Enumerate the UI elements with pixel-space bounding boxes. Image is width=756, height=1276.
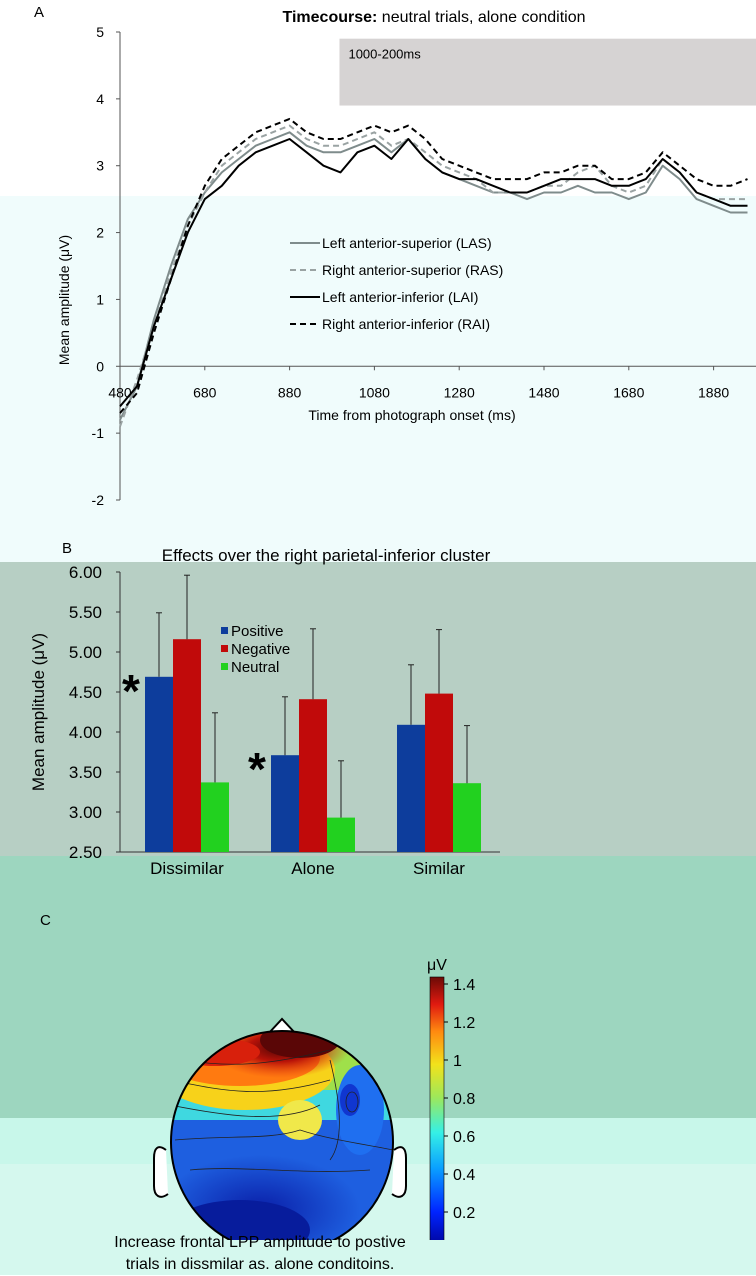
caption-line-1: Increase frontal LPP amplitude to postiv… xyxy=(114,1234,406,1251)
category-label: Dissimilar xyxy=(150,859,224,878)
panel-a-background xyxy=(0,196,756,562)
legend-label: Negative xyxy=(231,641,290,658)
bar xyxy=(425,693,453,852)
caption: Increase frontal LPP amplitude to postiv… xyxy=(0,1232,520,1276)
x-tick-label: 680 xyxy=(193,384,217,400)
colorbar xyxy=(429,976,445,1240)
significance-asterisk: * xyxy=(122,665,140,717)
bar xyxy=(173,639,201,852)
panel-b-letter: B xyxy=(62,540,73,557)
y-tick-label: 5.00 xyxy=(69,643,102,662)
colorbar-unit: μV xyxy=(427,957,447,974)
legend-label: Positive xyxy=(231,623,284,640)
y-tick-label: 4 xyxy=(96,91,104,107)
bar xyxy=(397,724,425,852)
bar xyxy=(271,755,299,852)
x-tick-label: 1480 xyxy=(528,384,559,400)
timecourse-title: Timecourse: neutral trials, alone condit… xyxy=(283,9,586,26)
panel-c-background xyxy=(0,856,756,1118)
bar xyxy=(145,676,173,852)
colorbar-tick-label: 0.6 xyxy=(453,1129,475,1146)
x-tick-label: 480 xyxy=(108,384,132,400)
y-tick-label: 2.50 xyxy=(69,843,102,862)
y-tick-label: 6.00 xyxy=(69,563,102,582)
bar-chart-y-axis-label: Mean amplitude (μV) xyxy=(29,633,48,791)
legend-label: Right anterior-inferior (RAI) xyxy=(322,316,490,332)
y-tick-label: 3.00 xyxy=(69,803,102,822)
legend-label: Left anterior-inferior (LAI) xyxy=(322,289,478,305)
y-tick-label: 3 xyxy=(96,158,104,174)
legend-label: Left anterior-superior (LAS) xyxy=(322,235,492,251)
colorbar-tick-label: 1.4 xyxy=(453,977,475,994)
timecourse-y-axis-label: Mean amplitude (μV) xyxy=(56,235,72,365)
y-tick-label: -2 xyxy=(92,492,105,508)
x-tick-label: 1680 xyxy=(613,384,644,400)
category-label: Alone xyxy=(291,859,334,878)
timecourse-title-bold: Timecourse: xyxy=(283,9,378,26)
bar xyxy=(299,699,327,852)
series-line xyxy=(119,117,748,414)
bar-chart-title: Effects over the right parietal-inferior… xyxy=(162,546,491,565)
analysis-window-label: 1000-200ms xyxy=(348,47,421,62)
y-tick-label: 2 xyxy=(96,225,104,241)
y-tick-label: -1 xyxy=(92,425,105,441)
panel-b-background xyxy=(0,562,756,856)
y-tick-label: 1 xyxy=(96,291,104,307)
x-tick-label: 1080 xyxy=(359,384,390,400)
timecourse-title-rest: neutral trials, alone condition xyxy=(377,9,585,26)
y-tick-label: 5 xyxy=(96,24,104,40)
topography-map: μV 1.41.210.80.60.40.20 xyxy=(153,957,475,1240)
bar-chart: Effects over the right parietal-inferior… xyxy=(29,546,500,878)
series-line xyxy=(119,124,748,427)
panel-a-letter: A xyxy=(34,4,45,21)
series-line xyxy=(119,138,748,408)
caption-line-2: trials in dissmilar as. alone conditoins… xyxy=(125,1256,395,1273)
legend-label: Neutral xyxy=(231,659,279,676)
x-tick-label: 1880 xyxy=(698,384,729,400)
colorbar-tick-label: 0.8 xyxy=(453,1091,475,1108)
head-outline xyxy=(170,1030,394,1240)
x-tick-label: 880 xyxy=(278,384,302,400)
y-tick-label: 5.50 xyxy=(69,603,102,622)
legend-swatch xyxy=(221,663,228,670)
bar xyxy=(201,782,229,852)
y-tick-label: 0 xyxy=(96,358,104,374)
colorbar-tick-label: 1 xyxy=(453,1053,462,1070)
x-tick-label: 1280 xyxy=(444,384,475,400)
analysis-window xyxy=(339,38,756,106)
y-tick-label: 4.50 xyxy=(69,683,102,702)
legend-swatch xyxy=(221,645,228,652)
category-label: Similar xyxy=(413,859,465,878)
bar xyxy=(327,817,355,852)
legend-swatch xyxy=(221,627,228,634)
y-tick-label: 3.50 xyxy=(69,763,102,782)
colorbar-tick-label: 0.2 xyxy=(453,1205,475,1222)
colorbar-tick-label: 0.4 xyxy=(453,1167,475,1184)
significance-asterisk: * xyxy=(248,743,266,795)
bar xyxy=(453,783,481,852)
legend-label: Right anterior-superior (RAS) xyxy=(322,262,503,278)
y-tick-label: 4.00 xyxy=(69,723,102,742)
left-ear-icon xyxy=(153,1146,169,1198)
colorbar-tick-label: 1.2 xyxy=(453,1015,475,1032)
panel-c-letter: C xyxy=(40,912,51,929)
timecourse-x-axis-label: Time from photograph onset (ms) xyxy=(308,407,515,423)
timecourse-chart: Timecourse: neutral trials, alone condit… xyxy=(56,9,756,508)
right-ear-icon xyxy=(391,1146,407,1198)
